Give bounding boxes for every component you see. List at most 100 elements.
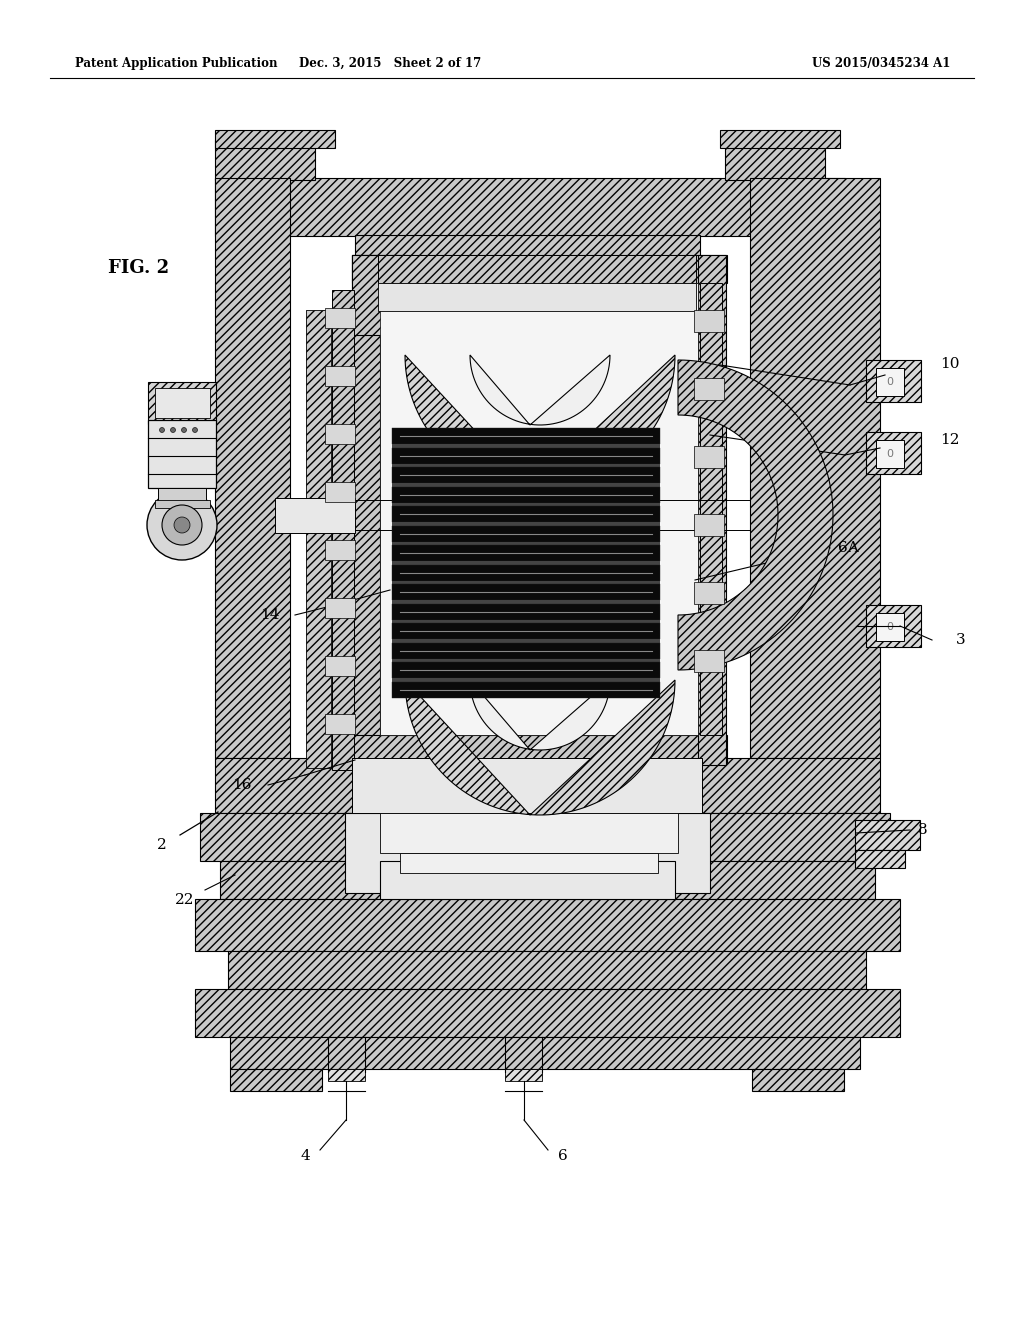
Circle shape bbox=[162, 506, 202, 545]
Bar bbox=[392, 545, 660, 561]
Bar bbox=[750, 178, 880, 758]
Bar bbox=[215, 178, 290, 758]
Bar bbox=[215, 758, 880, 813]
Bar bbox=[694, 378, 724, 400]
Text: 12: 12 bbox=[940, 433, 959, 447]
Bar bbox=[698, 255, 726, 766]
Bar bbox=[866, 605, 921, 647]
Circle shape bbox=[193, 428, 198, 433]
Bar bbox=[392, 521, 660, 525]
Bar bbox=[855, 850, 905, 869]
Bar bbox=[392, 623, 660, 639]
Text: 3: 3 bbox=[956, 634, 966, 647]
Text: 10: 10 bbox=[940, 356, 959, 371]
Bar bbox=[195, 989, 900, 1038]
Bar bbox=[148, 420, 216, 488]
Text: FIG. 2: FIG. 2 bbox=[108, 259, 169, 277]
Bar bbox=[380, 861, 675, 899]
Bar bbox=[392, 503, 660, 506]
Polygon shape bbox=[470, 355, 610, 425]
Bar bbox=[392, 487, 660, 503]
Bar bbox=[866, 432, 921, 474]
Bar bbox=[505, 1069, 542, 1081]
Bar bbox=[392, 444, 660, 447]
Text: 2: 2 bbox=[157, 838, 167, 851]
Bar bbox=[752, 1069, 844, 1092]
Polygon shape bbox=[406, 355, 675, 490]
Text: 6: 6 bbox=[558, 1148, 568, 1163]
Bar bbox=[325, 366, 355, 385]
Bar bbox=[325, 598, 355, 618]
Bar bbox=[392, 561, 660, 565]
Text: 6A: 6A bbox=[838, 541, 859, 554]
Bar bbox=[392, 678, 660, 681]
Bar bbox=[392, 583, 660, 601]
Circle shape bbox=[181, 428, 186, 433]
Bar bbox=[700, 282, 722, 735]
Bar bbox=[352, 758, 702, 813]
Polygon shape bbox=[678, 360, 833, 671]
Bar bbox=[155, 500, 210, 508]
Bar bbox=[378, 255, 696, 285]
Bar bbox=[392, 619, 660, 623]
Bar bbox=[228, 950, 866, 989]
Bar bbox=[400, 853, 658, 873]
Bar bbox=[392, 506, 660, 521]
Bar bbox=[345, 813, 710, 894]
Bar bbox=[325, 482, 355, 502]
Bar bbox=[352, 255, 380, 766]
Bar bbox=[325, 424, 355, 444]
Text: Patent Application Publication: Patent Application Publication bbox=[75, 57, 278, 70]
Text: 16: 16 bbox=[232, 777, 252, 792]
Circle shape bbox=[174, 517, 190, 533]
Bar bbox=[392, 467, 660, 483]
Bar bbox=[392, 541, 660, 545]
Bar bbox=[392, 603, 660, 619]
Bar bbox=[148, 381, 216, 424]
Bar bbox=[392, 663, 660, 678]
Bar bbox=[378, 282, 696, 312]
Bar bbox=[195, 899, 900, 950]
Bar bbox=[392, 601, 660, 603]
Bar bbox=[352, 758, 702, 813]
Bar bbox=[392, 428, 660, 444]
Bar bbox=[380, 813, 678, 853]
Bar bbox=[325, 656, 355, 676]
Bar bbox=[325, 540, 355, 560]
Text: US 2015/0345234 A1: US 2015/0345234 A1 bbox=[812, 57, 950, 70]
Bar bbox=[215, 140, 315, 180]
Polygon shape bbox=[470, 680, 610, 750]
Bar bbox=[325, 308, 355, 327]
Text: 8: 8 bbox=[918, 822, 928, 837]
Text: 4: 4 bbox=[300, 1148, 310, 1163]
Bar bbox=[158, 488, 206, 503]
Text: 0: 0 bbox=[887, 622, 894, 632]
Bar bbox=[230, 1069, 322, 1092]
Bar bbox=[392, 659, 660, 663]
Bar bbox=[352, 255, 727, 282]
Text: 14: 14 bbox=[260, 609, 280, 622]
Bar bbox=[306, 310, 331, 768]
Polygon shape bbox=[406, 680, 675, 814]
Bar bbox=[876, 440, 904, 469]
Bar bbox=[392, 447, 660, 463]
Bar bbox=[876, 612, 904, 642]
Bar bbox=[876, 368, 904, 396]
Bar bbox=[392, 643, 660, 659]
Bar bbox=[694, 513, 724, 536]
Text: 0: 0 bbox=[887, 378, 894, 387]
Bar bbox=[200, 813, 890, 861]
Bar bbox=[392, 463, 660, 467]
Bar bbox=[694, 582, 724, 605]
Bar bbox=[725, 140, 825, 180]
Bar bbox=[866, 360, 921, 403]
Bar bbox=[155, 388, 210, 418]
Bar bbox=[352, 255, 407, 335]
Text: 0: 0 bbox=[887, 449, 894, 459]
Bar bbox=[332, 290, 354, 770]
Bar bbox=[392, 581, 660, 583]
Bar bbox=[380, 282, 698, 735]
Circle shape bbox=[171, 428, 175, 433]
Bar bbox=[220, 861, 874, 899]
Bar bbox=[694, 446, 724, 469]
